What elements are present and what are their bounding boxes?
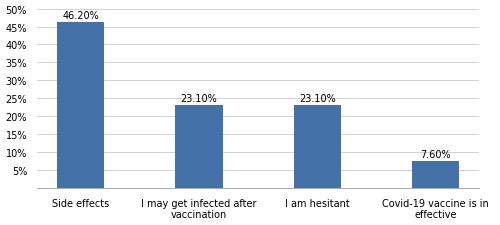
Text: 46.20%: 46.20%	[62, 11, 99, 21]
Bar	[412, 161, 460, 188]
Bar	[294, 106, 341, 188]
Text: 7.60%: 7.60%	[420, 149, 451, 159]
Bar	[57, 23, 104, 188]
Bar	[176, 106, 222, 188]
Text: 23.10%: 23.10%	[180, 94, 218, 104]
Text: 23.10%: 23.10%	[299, 94, 336, 104]
